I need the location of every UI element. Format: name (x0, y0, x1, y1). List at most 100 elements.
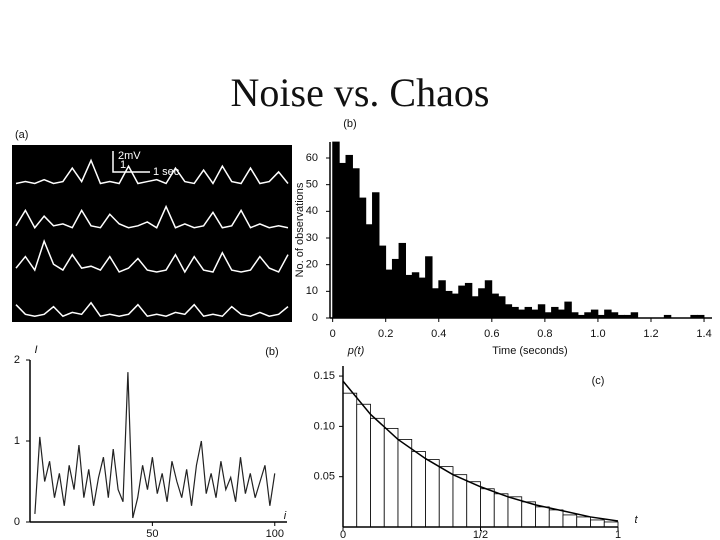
bar (332, 141, 340, 319)
bar (425, 459, 440, 528)
x-tick-label: 50 (146, 528, 158, 540)
y-tick-label: 40 (306, 205, 318, 217)
y-tick-label: 30 (306, 232, 318, 244)
bar (464, 282, 473, 319)
panel-label: (b) (343, 118, 356, 130)
bar (378, 245, 387, 319)
panel-label: (b) (265, 346, 278, 358)
x-tick-label: 1.4 (696, 328, 711, 340)
y-axis-label: I (34, 344, 37, 356)
bar (511, 306, 519, 319)
bar (365, 224, 373, 319)
bar (480, 488, 495, 528)
bar (507, 496, 523, 528)
bar (431, 288, 440, 319)
bar (372, 192, 380, 319)
bar (521, 501, 536, 528)
trace (15, 301, 289, 318)
bar (630, 312, 639, 319)
x-tick-label: 1/2 (473, 529, 488, 540)
trace (15, 158, 289, 185)
bar (452, 474, 468, 528)
y-axis-label: No. of observations (294, 182, 306, 277)
x-tick-label: 0.4 (431, 328, 446, 340)
bar (548, 509, 564, 528)
bar (524, 306, 533, 319)
bar (576, 516, 591, 528)
bar (517, 309, 526, 319)
bar (478, 288, 486, 319)
bar (610, 312, 619, 319)
scale-bar (112, 151, 150, 173)
bar (345, 154, 353, 319)
bar (418, 277, 426, 319)
fit-curve (342, 380, 619, 522)
bar (383, 427, 399, 528)
bar (544, 312, 552, 319)
bar (562, 514, 578, 528)
y-tick-label: 60 (306, 152, 318, 164)
y-tick-label: 20 (306, 259, 318, 271)
bar (498, 296, 506, 319)
bar (458, 285, 466, 319)
y-tick-label: 0 (14, 516, 20, 528)
bar (444, 290, 453, 319)
bar (397, 439, 413, 528)
x-axis-label: Time (seconds) (492, 345, 567, 357)
x-tick-label: 1.0 (590, 328, 605, 340)
trace (15, 204, 289, 230)
y-tick-label: 50 (306, 179, 318, 191)
slide-title: Noise vs. Chaos (231, 70, 490, 115)
y-tick-label: 10 (306, 285, 318, 297)
x-tick-label: 0.2 (378, 328, 393, 340)
bar (342, 392, 358, 528)
x-tick-label: 1 (615, 529, 621, 540)
bar (584, 312, 592, 319)
bar (484, 280, 493, 319)
bar (398, 242, 407, 319)
bar (338, 162, 347, 319)
bar (571, 312, 579, 319)
bar (411, 451, 426, 528)
bar (504, 304, 513, 319)
bar (370, 417, 385, 528)
bar (451, 293, 460, 319)
trace (15, 239, 289, 274)
line (34, 372, 276, 519)
bar (425, 256, 433, 319)
panel-label: (a) (15, 129, 28, 141)
x-axis-label: i (284, 510, 287, 522)
trace-panel (12, 145, 292, 322)
bar (603, 521, 619, 528)
bar (491, 293, 499, 319)
y-tick-label: 0.05 (314, 471, 335, 483)
bar (466, 481, 481, 528)
x-axis-label: t (634, 514, 638, 526)
panel-label: (c) (592, 375, 605, 387)
bar (471, 296, 479, 319)
y-tick-label: 1 (14, 435, 20, 447)
bar (391, 258, 400, 319)
x-tick-label: 0.6 (484, 328, 499, 340)
scale-label: 1 sec (153, 166, 180, 178)
bar (590, 309, 599, 319)
bar (352, 168, 360, 319)
bar (590, 519, 605, 528)
scale-label: 1 (120, 159, 126, 171)
bar (385, 269, 393, 319)
y-axis-label: p(t) (347, 345, 365, 357)
bar (564, 301, 572, 319)
y-tick-label: 0.10 (314, 420, 335, 432)
y-tick-label: 0.15 (314, 370, 335, 382)
bar (356, 403, 371, 528)
bar (358, 197, 367, 319)
bar (531, 309, 539, 319)
x-tick-label: 1.2 (643, 328, 658, 340)
bar (557, 309, 566, 319)
bar (405, 274, 413, 319)
bar (551, 306, 559, 319)
bar (535, 506, 550, 528)
bar (438, 280, 446, 319)
